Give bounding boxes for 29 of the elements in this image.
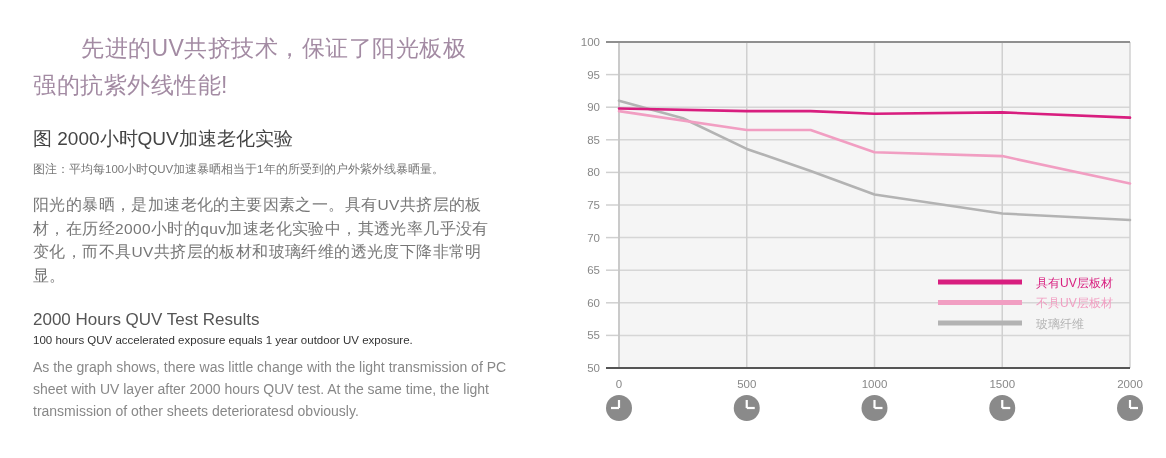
text: 具有UV层板材: [1036, 275, 1113, 290]
y-tick-label: 65: [587, 264, 600, 277]
text: 2000 Hours QUV Test Results: [33, 309, 261, 331]
text: 图注：平均每100小时QUV加速暴晒相当于1年的所受到的户外紫外线暴晒量。: [33, 162, 445, 177]
x-tick-label: 2000: [1117, 378, 1143, 390]
text: 玻璃纤维: [1036, 316, 1084, 331]
line-series: [617, 107, 1132, 119]
y-tick-label: 100: [580, 36, 600, 48]
text: 100 hours QUV accelerated exposure equals 1 year outdoor UV exposure.: [33, 333, 414, 348]
y-tick-label: 70: [587, 231, 600, 244]
line-series: [617, 99, 1132, 222]
y-tick-label: 80: [587, 166, 600, 179]
y-tick-label: 85: [587, 133, 600, 146]
text: 先进的UV共挤技术，保证了阳光板极强的抗紫外线性能!: [33, 34, 468, 100]
y-tick-label: 90: [587, 101, 600, 114]
x-tick-label: 1000: [861, 378, 888, 390]
text: 图 2000小时QUV加速老化实验: [33, 127, 294, 151]
y-tick-label: 50: [587, 362, 600, 374]
x-tick-label: 500: [737, 378, 757, 390]
text: 阳光的暴晒，是加速老化的主要因素之一。具有UV共挤层的板材，在历经2000小时的quv加速老化实验中，其透光率几乎没有变化，而不具UV共挤层的板材和玻璃纤维的透光度下降非常明显。: [33, 195, 490, 286]
y-tick-label: 95: [587, 68, 600, 81]
x-tick-label: 1500: [989, 378, 1016, 390]
line-series: [617, 109, 1132, 185]
text: 不具UV层板材: [1036, 296, 1113, 310]
text: As the graph shows, there was little change with the light transmission of PC sheet with UV layer after 2000 hours QUV test. At the same time, the light transmission of other sheets deterioratesd obviously.: [33, 358, 508, 421]
y-tick-label: 75: [587, 199, 600, 211]
y-tick-label: 55: [587, 329, 600, 342]
x-tick-label: 0: [615, 378, 623, 390]
y-tick-label: 60: [587, 296, 600, 309]
